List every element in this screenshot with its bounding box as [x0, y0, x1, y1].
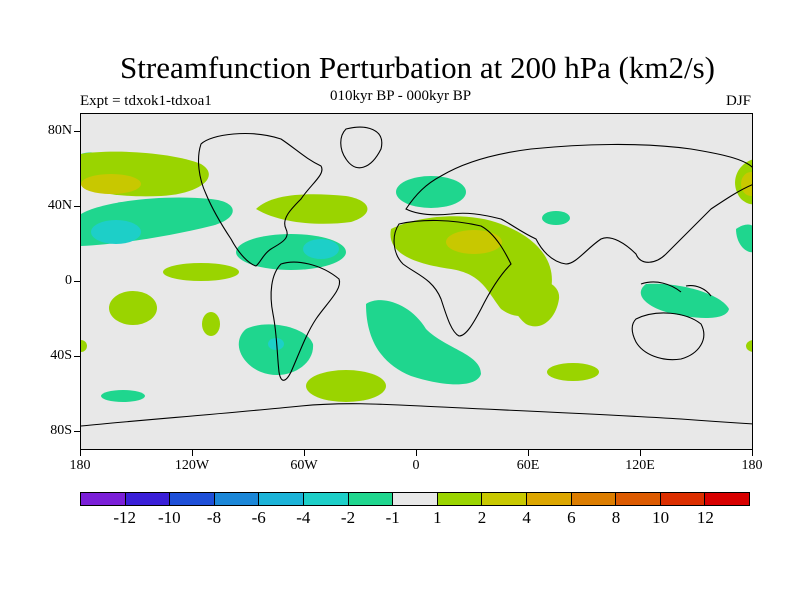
colorbar-swatch [125, 493, 171, 505]
colorbar-swatch [393, 493, 438, 505]
contour-neg2 [736, 224, 752, 253]
colorbar-swatch [303, 493, 349, 505]
lon-tick [416, 450, 417, 456]
world-map [80, 113, 753, 450]
lon-label: 60E [516, 458, 540, 473]
lon-tick [640, 450, 641, 456]
lat-label: 80N [47, 123, 72, 138]
lat-tick [74, 131, 80, 132]
colorbar-swatch [259, 493, 304, 505]
colorbar-label: 4 [522, 508, 531, 527]
lon-tick [304, 450, 305, 456]
colorbar-label: -10 [157, 508, 181, 527]
contour-pos4 [741, 172, 752, 196]
colorbar-swatch [616, 493, 661, 505]
lat-tick [74, 431, 80, 432]
lon-label: 0 [412, 458, 420, 473]
colorbar [80, 492, 750, 506]
contour-neg2 [396, 176, 466, 208]
colorbar-label: -6 [251, 508, 266, 527]
colorbar-label: 10 [652, 508, 670, 527]
colorbar-swatch [660, 493, 706, 505]
contour-pos4 [81, 174, 141, 194]
colorbar-label: -8 [206, 508, 222, 527]
lon-label: 180 [741, 458, 763, 473]
colorbar-swatch [214, 493, 260, 505]
lon-label: 120E [625, 458, 655, 473]
coastline-greenland [340, 126, 383, 169]
coastlines [81, 126, 752, 427]
contour-neg4 [268, 338, 284, 350]
colorbar-swatch [81, 493, 126, 505]
lat-label: 40N [47, 198, 72, 213]
colorbar-swatch [348, 493, 394, 505]
colorbar-label: -1 [385, 508, 400, 527]
contour-pos2 [163, 263, 239, 281]
lon-tick [80, 450, 81, 456]
colorbar-label: 6 [567, 508, 576, 527]
lon-label: 60W [290, 458, 318, 473]
colorbar-swatch [705, 493, 749, 505]
colorbar-swatch [571, 493, 617, 505]
plot-subtitle: 010kyr BP - 000kyr BP [330, 88, 472, 104]
contour-pos2 [81, 340, 87, 352]
contour-neg2 [366, 300, 481, 385]
colorbar-label: 8 [611, 508, 621, 527]
colorbar-swatch [482, 493, 527, 505]
contour-neg2 [542, 211, 570, 225]
contour-fills [81, 151, 752, 402]
colorbar-label: -4 [296, 508, 311, 527]
map-canvas [81, 126, 752, 427]
contour-pos2 [256, 194, 368, 224]
lat-label: 80S [50, 423, 72, 438]
coastline-south-america [270, 261, 341, 381]
colorbar-swatch [437, 493, 483, 505]
experiment-label: Expt = tdxok1-tdxoa1 [80, 93, 212, 109]
season-label: DJF [725, 93, 751, 109]
contour-neg2 [101, 390, 145, 402]
contour-pos2 [306, 370, 386, 402]
lat-tick [74, 281, 80, 282]
coastline-australia [631, 312, 705, 361]
contour-pos2 [547, 363, 599, 381]
lat-tick [74, 356, 80, 357]
lon-label: 180 [69, 458, 91, 473]
coastline-africa [393, 219, 512, 337]
colorbar-label: -12 [113, 508, 136, 527]
contour-pos2 [202, 312, 220, 336]
contour-neg2 [640, 283, 729, 318]
coastline-indonesia [640, 281, 712, 297]
colorbar-swatch [526, 493, 572, 505]
contour-pos2 [109, 291, 157, 325]
coastline-eurasia [405, 143, 752, 265]
colorbar-label: 2 [477, 508, 487, 527]
contour-pos2 [746, 340, 752, 352]
lon-tick [528, 450, 529, 456]
coastline-north-america [197, 133, 323, 267]
contour-pos2 [509, 277, 560, 327]
contour-pos4 [446, 230, 502, 254]
plot-title: Streamfunction Perturbation at 200 hPa (… [120, 50, 715, 85]
lon-tick [752, 450, 753, 456]
contour-neg4 [303, 239, 339, 259]
colorbar-label: 1 [433, 508, 442, 527]
lon-label: 120W [174, 458, 210, 473]
lat-label: 0 [65, 273, 72, 288]
colorbar-label: 12 [696, 508, 714, 527]
colorbar-label: -2 [340, 508, 356, 527]
lat-label: 40S [50, 348, 72, 363]
lat-tick [74, 206, 80, 207]
lon-tick [192, 450, 193, 456]
colorbar-swatch [170, 493, 215, 505]
contour-neg4 [91, 220, 141, 244]
coastline-antarctica [81, 403, 752, 427]
